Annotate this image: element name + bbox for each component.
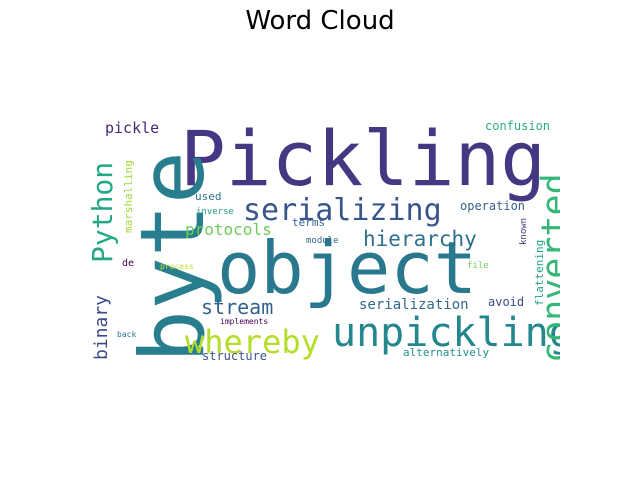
word-byte: byte (121, 151, 224, 363)
word-stream: stream (201, 295, 273, 319)
word-confusion: confusion (485, 119, 550, 133)
word-serialization: serialization (359, 297, 469, 313)
word-python: Python (86, 162, 119, 263)
word-terms: terms (292, 216, 325, 229)
word-de: de (122, 258, 134, 269)
word-implements: implements (220, 317, 268, 326)
word-protocols: protocols (185, 220, 272, 239)
word-file: file (467, 261, 489, 271)
word-unpickling: unpickling (332, 310, 560, 356)
word-pickling: Pickling (180, 114, 546, 203)
word-whereby: whereby (185, 323, 320, 361)
word-serializing: serializing (243, 193, 442, 228)
word-back: back (117, 330, 136, 339)
word-operation: operation (460, 199, 525, 213)
word-converted: converted (535, 173, 560, 363)
word-alternatively: alternatively (403, 346, 489, 359)
word-flattening: flattening (533, 240, 546, 306)
word-structure: structure (202, 349, 267, 363)
word-object: object (217, 226, 477, 310)
word-binary: binary (91, 295, 112, 360)
word-inverse: inverse (196, 207, 234, 217)
word-process: process (160, 262, 194, 271)
chart-title: Word Cloud (245, 6, 395, 36)
word-pickle: pickle (105, 119, 159, 137)
word-avoid: avoid (488, 295, 524, 309)
word-module: module (306, 236, 339, 246)
word-known: known (519, 218, 529, 245)
word-used: used (195, 190, 222, 203)
word-marshalling: marshalling (122, 160, 135, 233)
word-hierarchy: hierarchy (363, 227, 477, 251)
